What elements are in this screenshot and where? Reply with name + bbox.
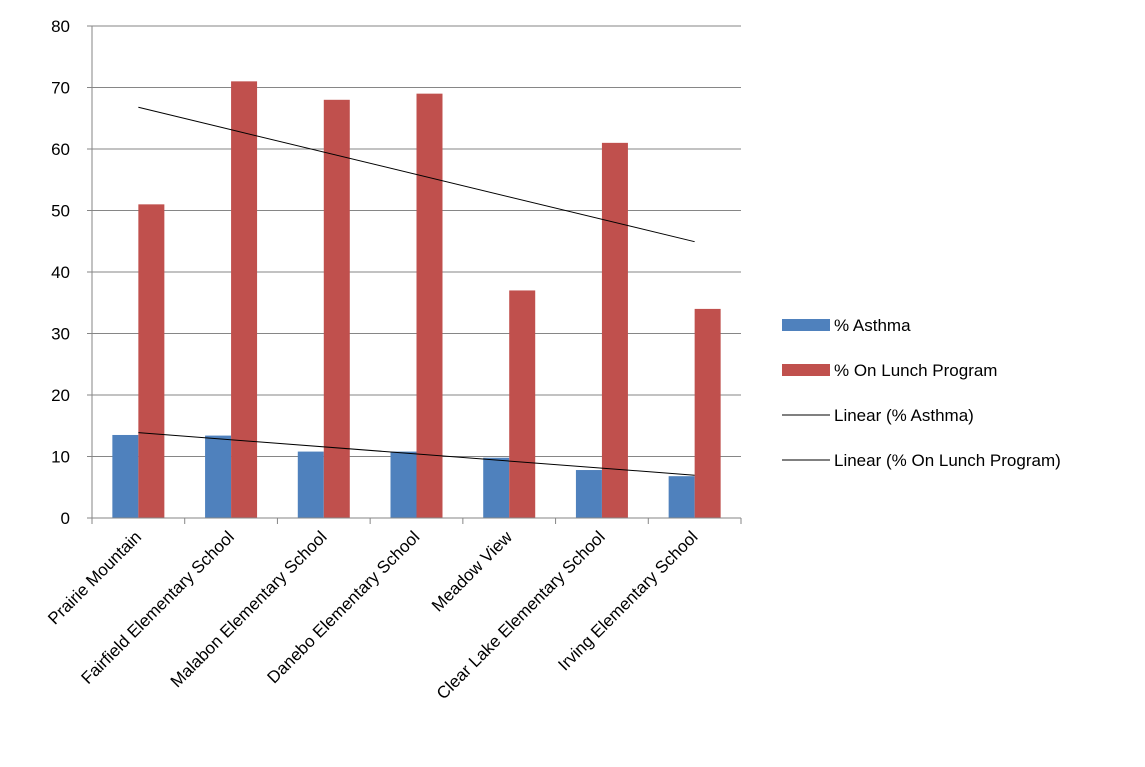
x-tick-label: Malabon Elementary School bbox=[167, 527, 331, 691]
legend-label: Linear (% On Lunch Program) bbox=[834, 451, 1061, 470]
bar-lunch-program bbox=[601, 142, 628, 518]
legend-swatch bbox=[782, 364, 830, 376]
x-tick-label: Prairie Mountain bbox=[44, 527, 145, 628]
bar-asthma bbox=[483, 457, 510, 518]
y-tick-label: 70 bbox=[51, 79, 70, 98]
legend-label: Linear (% Asthma) bbox=[834, 406, 974, 425]
x-tick-label: Fairfield Elementary School bbox=[77, 527, 237, 687]
y-tick-label: 0 bbox=[61, 509, 70, 528]
y-tick-label: 50 bbox=[51, 202, 70, 221]
axes bbox=[87, 25, 742, 524]
y-tick-label: 40 bbox=[51, 263, 70, 282]
legend-label: % On Lunch Program bbox=[834, 361, 997, 380]
bar-lunch-program bbox=[694, 308, 721, 518]
trendline-asthma bbox=[138, 432, 695, 476]
y-tick-label: 10 bbox=[51, 448, 70, 467]
bar-lunch-program bbox=[416, 93, 443, 519]
bar-asthma bbox=[390, 451, 417, 518]
legend: % Asthma % On Lunch Program Linear (% Asth… bbox=[782, 316, 1061, 470]
bar-lunch-program bbox=[323, 99, 350, 519]
y-tick-label: 30 bbox=[51, 325, 70, 344]
y-tick-labels: 0 10 20 30 40 50 60 70 80 bbox=[51, 17, 70, 528]
y-tick-label: 20 bbox=[51, 386, 70, 405]
bar-asthma bbox=[112, 434, 139, 518]
legend-label: % Asthma bbox=[834, 316, 911, 335]
bar-lunch-program bbox=[231, 81, 258, 518]
bar-lunch-program bbox=[509, 290, 536, 518]
trendline-lunch-program bbox=[138, 106, 695, 243]
x-tick-label: Meadow View bbox=[428, 527, 517, 616]
legend-swatch bbox=[782, 319, 830, 331]
bars bbox=[112, 81, 721, 519]
y-tick-label: 60 bbox=[51, 140, 70, 159]
bar-lunch-program bbox=[138, 204, 165, 518]
bar-asthma bbox=[668, 476, 695, 518]
bar-asthma bbox=[297, 451, 324, 518]
trendlines bbox=[138, 106, 695, 476]
bar-asthma bbox=[575, 470, 602, 518]
y-tick-label: 80 bbox=[51, 17, 70, 36]
bar-asthma bbox=[205, 435, 232, 518]
x-tick-label: Danebo Elementary School bbox=[264, 527, 424, 687]
x-tick-label: Clear Lake Elementary School bbox=[433, 527, 609, 703]
